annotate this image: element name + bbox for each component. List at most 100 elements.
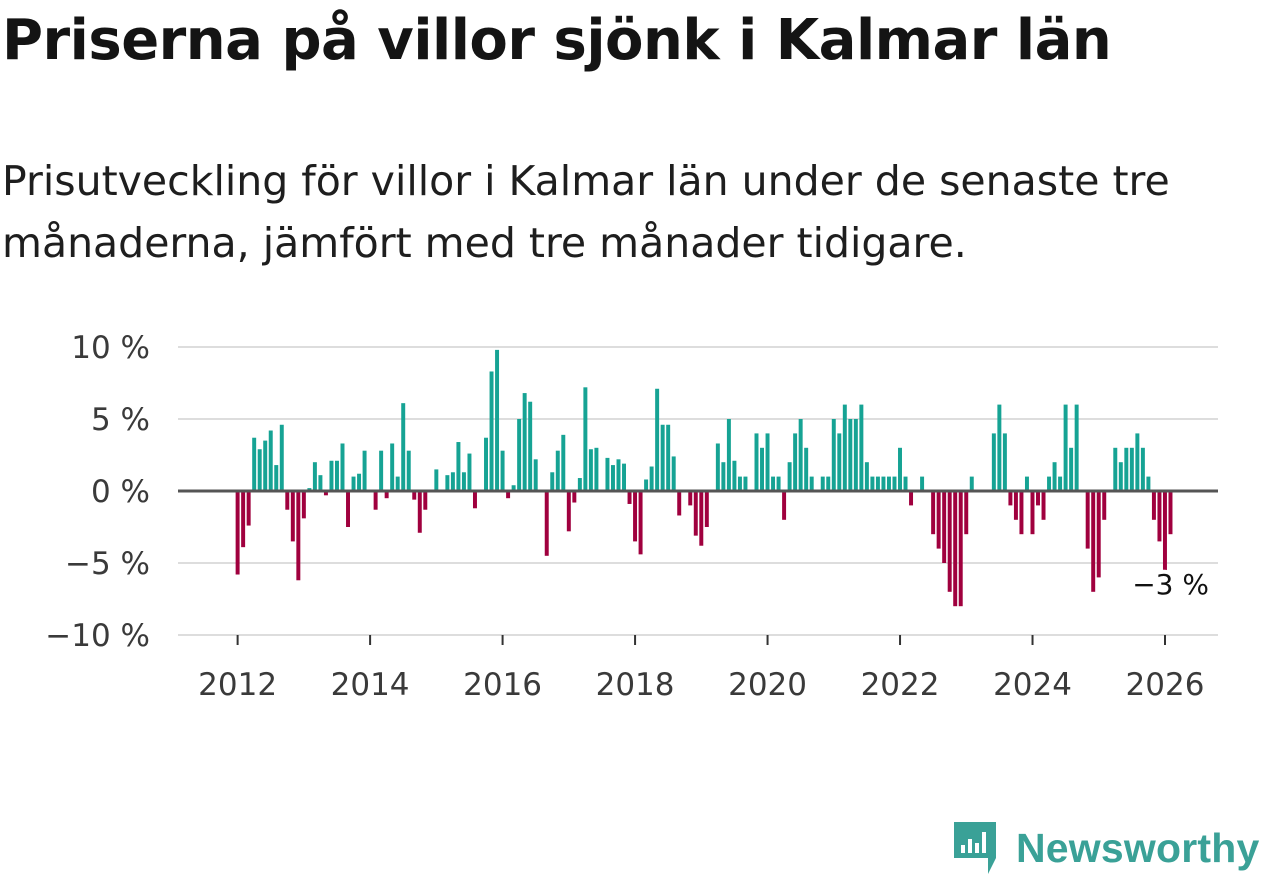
bar [903, 476, 908, 491]
bar [693, 491, 698, 536]
bar [329, 460, 334, 491]
bar [671, 456, 676, 491]
bar [544, 491, 549, 556]
bar [252, 437, 257, 491]
bar [826, 476, 831, 491]
newsworthy-logo-icon [954, 822, 996, 874]
bar [853, 419, 858, 491]
bar [1102, 491, 1107, 520]
bar [1129, 447, 1134, 491]
bar [1036, 491, 1040, 506]
bar [246, 491, 251, 526]
bar [754, 433, 759, 491]
bar [351, 476, 356, 491]
bar [931, 491, 936, 535]
y-tick-label: 0 % [91, 474, 150, 510]
bar [594, 447, 599, 491]
bar [831, 419, 836, 491]
bar [1168, 491, 1173, 535]
bar [820, 476, 825, 491]
bar-series [235, 349, 1173, 607]
bar [1063, 404, 1068, 491]
bar [1085, 491, 1090, 549]
bar [605, 457, 610, 491]
y-tick-label: −5 % [65, 546, 150, 582]
bar [257, 449, 262, 491]
bar [1091, 491, 1096, 592]
bar [610, 465, 615, 491]
bar [760, 447, 764, 491]
bar [633, 491, 638, 542]
bar [456, 442, 461, 491]
bar [1019, 491, 1024, 535]
bar [638, 491, 643, 555]
bar [1052, 462, 1057, 491]
bar [776, 476, 781, 491]
bar [936, 491, 941, 549]
bar [1013, 491, 1018, 520]
bar [864, 462, 869, 491]
bar [1157, 491, 1162, 542]
bar [550, 472, 555, 491]
bar [561, 434, 566, 491]
bar [296, 491, 301, 581]
bar [1113, 447, 1118, 491]
bar [484, 437, 488, 491]
bar [991, 433, 996, 491]
y-tick-label: 5 % [91, 402, 150, 438]
bar [732, 460, 737, 491]
bar [622, 463, 626, 491]
bar [909, 491, 914, 506]
bar [771, 476, 776, 491]
bar [898, 447, 902, 491]
x-tick-label: 2022 [861, 667, 940, 703]
bar [1124, 447, 1129, 491]
bar [787, 462, 792, 491]
bar [517, 419, 522, 491]
bar [241, 491, 246, 548]
bar [412, 491, 417, 500]
bar [373, 491, 378, 510]
bar [528, 401, 533, 491]
brand-logo: Newsworthy [950, 818, 1260, 878]
bar [285, 491, 290, 510]
bar [506, 491, 511, 499]
bar [953, 491, 958, 607]
brand-name: Newsworthy [1016, 824, 1260, 871]
bar [1162, 491, 1167, 592]
bar [472, 491, 477, 509]
bar [390, 443, 395, 491]
bar [522, 393, 527, 491]
bar [677, 491, 682, 516]
bar [947, 491, 952, 592]
y-tick-label: 10 % [71, 330, 150, 366]
bar [1140, 447, 1145, 491]
bar [312, 462, 317, 491]
bar [577, 478, 582, 491]
bar [340, 443, 345, 491]
chart-subtitle: Prisutveckling för villor i Kalmar län u… [2, 157, 1170, 267]
bar [450, 472, 455, 491]
bar [1146, 476, 1151, 491]
bar [1008, 491, 1013, 506]
bar [627, 491, 632, 504]
bar [743, 476, 748, 491]
annotation-layer: −3 % [1128, 564, 1213, 605]
bar [804, 447, 809, 491]
bar [511, 485, 516, 491]
bar [969, 476, 974, 491]
bar [699, 491, 704, 546]
bar [401, 403, 406, 491]
bar [666, 424, 671, 491]
bar [655, 388, 660, 491]
bar [1135, 433, 1140, 491]
bar [964, 491, 969, 535]
bar [334, 460, 339, 491]
bar [467, 453, 472, 491]
bar [357, 473, 362, 491]
bar [737, 476, 742, 491]
bar [644, 479, 649, 491]
bar [1151, 491, 1156, 520]
bar [1002, 433, 1007, 491]
bar [566, 491, 571, 532]
